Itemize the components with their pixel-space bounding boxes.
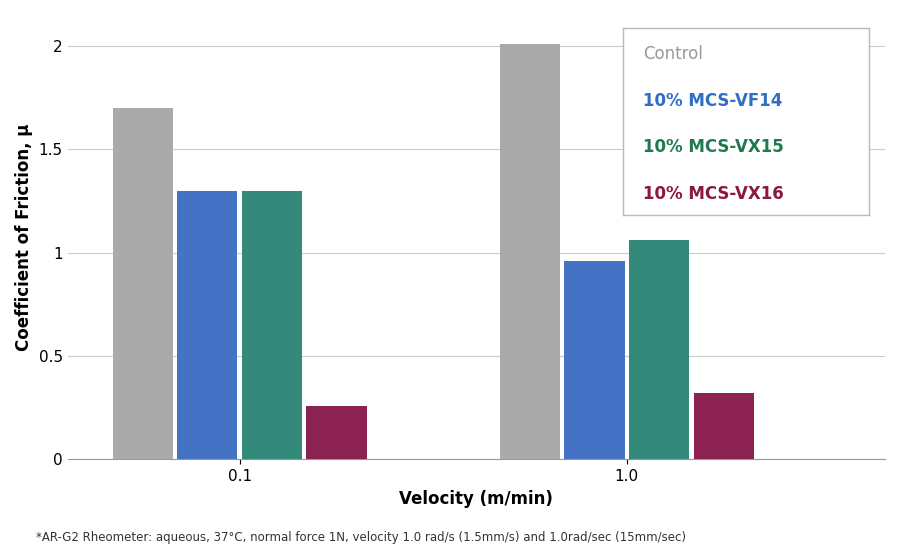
Bar <box>112 108 173 459</box>
Text: *AR-G2 Rheometer: aqueous, 37°C, normal force 1N, velocity 1.0 rad/s (1.5mm/s) a: *AR-G2 Rheometer: aqueous, 37°C, normal … <box>36 531 686 544</box>
Bar <box>242 191 302 459</box>
Bar <box>629 240 689 459</box>
Bar <box>564 261 625 459</box>
Bar <box>306 405 366 459</box>
Bar <box>500 44 560 459</box>
Y-axis label: Coefficient of Friction, μ: Coefficient of Friction, μ <box>15 123 33 351</box>
Bar <box>694 393 754 459</box>
X-axis label: Velocity (m/min): Velocity (m/min) <box>400 490 554 508</box>
Bar <box>177 191 238 459</box>
